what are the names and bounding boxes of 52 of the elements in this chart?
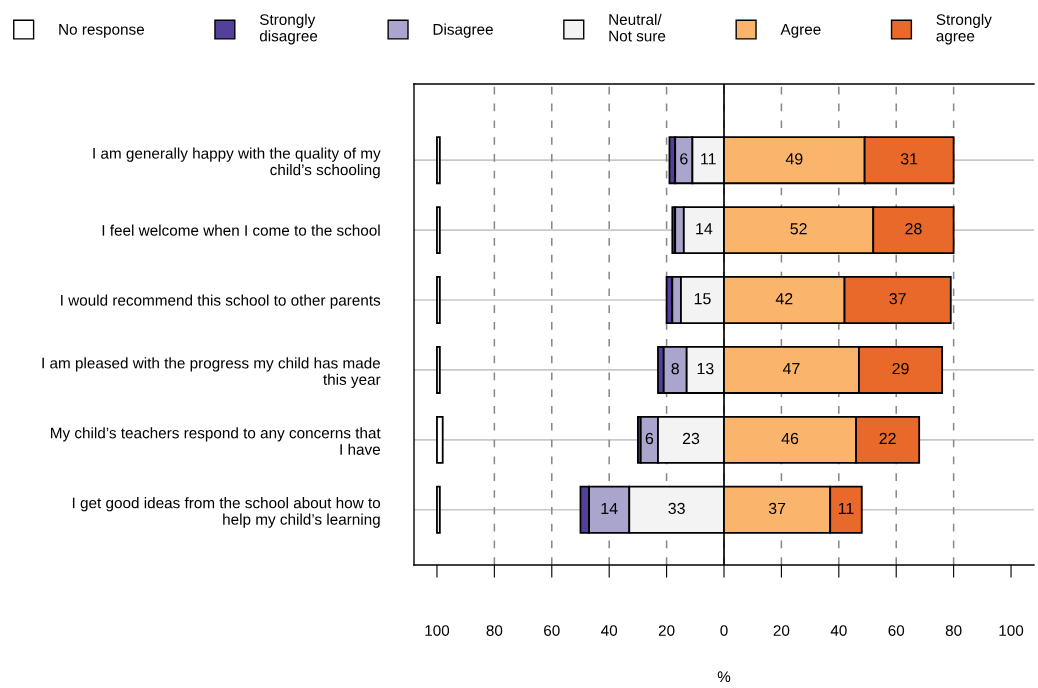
x-tick-label: 80 bbox=[486, 625, 503, 636]
x-axis-title: % bbox=[717, 671, 731, 683]
legend-label: Neutral/ Not sure bbox=[609, 13, 666, 42]
y-tick-label: I am generally happy with the quality of my child’s schooling bbox=[93, 147, 381, 179]
x-tick-label: 40 bbox=[830, 625, 847, 636]
x-tick-label: 60 bbox=[888, 625, 905, 636]
bar bbox=[436, 276, 441, 325]
y-tick-label: I would recommend this school to other parents bbox=[61, 294, 381, 309]
data-label: 31 bbox=[900, 153, 918, 165]
data-label: 37 bbox=[889, 293, 906, 305]
data-label: 47 bbox=[782, 363, 800, 375]
x-tick-label: 100 bbox=[999, 625, 1024, 636]
y-tick-label: I feel welcome when I come to the school bbox=[102, 224, 380, 236]
data-label: 6 bbox=[680, 153, 688, 165]
data-label: 8 bbox=[671, 362, 679, 375]
x-tick-label: 20 bbox=[773, 625, 790, 636]
bar bbox=[436, 345, 441, 394]
data-label: 29 bbox=[892, 362, 909, 375]
data-label: 22 bbox=[879, 432, 896, 444]
legend-label: Strongly disagree bbox=[259, 13, 318, 45]
bar bbox=[436, 136, 441, 185]
legend-label: No response bbox=[59, 24, 144, 38]
x-tick-label: 80 bbox=[945, 625, 962, 636]
data-label: 33 bbox=[668, 502, 685, 515]
y-tick-label: My child’s teachers respond to any concerns that I have bbox=[51, 427, 381, 455]
x-tick-label: 40 bbox=[601, 625, 618, 636]
data-label: 14 bbox=[601, 502, 618, 514]
x-tick-label: 20 bbox=[658, 625, 675, 636]
bar bbox=[436, 485, 441, 534]
legend-label: Disagree bbox=[433, 23, 493, 38]
bar bbox=[436, 206, 441, 255]
x-tick-label: 100 bbox=[425, 625, 450, 636]
data-label: 42 bbox=[775, 293, 793, 305]
x-tick-label: 60 bbox=[544, 625, 560, 636]
data-label: 52 bbox=[790, 223, 807, 235]
data-label: 13 bbox=[697, 362, 714, 375]
y-tick-label: I am pleased with the progress my child has made this year bbox=[42, 357, 381, 388]
data-label: 28 bbox=[905, 223, 922, 235]
data-label: 46 bbox=[781, 432, 799, 445]
data-label: 37 bbox=[768, 502, 786, 515]
legend-label: Agree bbox=[780, 24, 821, 38]
data-label: 11 bbox=[838, 502, 854, 514]
bar bbox=[436, 415, 444, 464]
data-label: 23 bbox=[682, 432, 700, 445]
data-label: 15 bbox=[694, 293, 711, 305]
x-tick-label: 0 bbox=[720, 625, 728, 636]
y-tick-label: I get good ideas from the school about how to help my child’s learning bbox=[72, 497, 381, 528]
legend-label: Strongly agree bbox=[936, 13, 992, 45]
data-label: 11 bbox=[701, 153, 716, 165]
data-label: 14 bbox=[696, 223, 713, 235]
data-label: 49 bbox=[785, 153, 803, 165]
data-label: 6 bbox=[645, 432, 654, 445]
